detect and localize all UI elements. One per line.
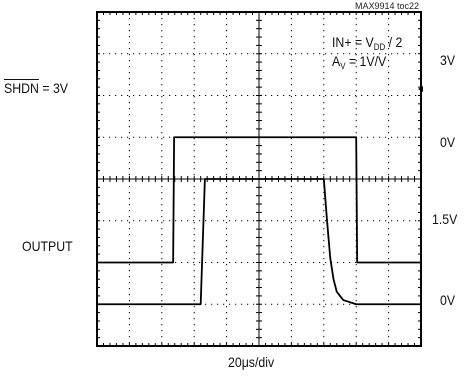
gain-sub: V [340, 61, 346, 71]
gain-condition: AV = 1V/V [332, 53, 386, 71]
ch1-name: SHDN [4, 80, 39, 96]
ch1-low-label: 0V [440, 134, 456, 150]
ch1-label: SHDN = 3V [4, 80, 68, 96]
figure-tag: MAX9914 toc22 [355, 1, 420, 11]
ch1-value: = 3V [38, 80, 69, 96]
ch2-low-label: 0V [440, 292, 456, 308]
gain-text: A [332, 53, 341, 69]
in-plus-suffix: / 2 [385, 34, 403, 50]
shdn-trace [97, 136, 421, 264]
gain-suffix: = 1V/V [345, 53, 387, 69]
in-plus-condition: IN+ = VDD / 2 [332, 34, 402, 52]
plot-frame [96, 11, 422, 347]
ch2-label: OUTPUT [22, 238, 73, 254]
timebase-label: 20μs/div [228, 354, 275, 370]
scope-traces [97, 136, 421, 306]
in-plus-sub: DD [373, 42, 386, 52]
in-plus-text: IN+ = V [332, 34, 374, 50]
trigger-marker [418, 86, 423, 92]
output-trace [97, 178, 421, 306]
ch1-high-label: 3V [440, 52, 456, 68]
ch2-high-label: 1.5V [432, 211, 458, 227]
